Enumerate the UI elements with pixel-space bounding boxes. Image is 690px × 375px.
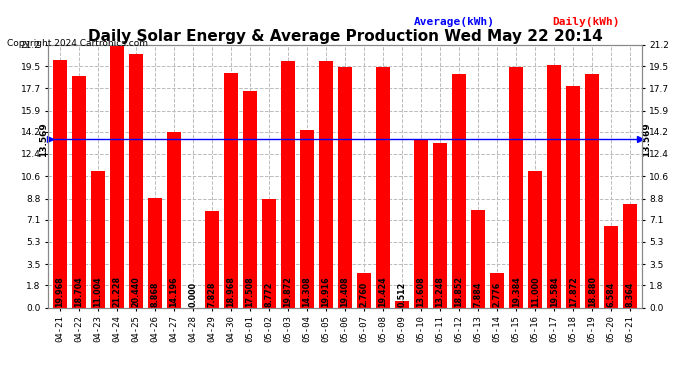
Bar: [528, 171, 542, 308]
Bar: [52, 60, 67, 308]
Text: 20.440: 20.440: [131, 276, 140, 307]
Bar: [128, 54, 143, 307]
Text: 8.772: 8.772: [264, 282, 273, 307]
Text: 7.828: 7.828: [208, 281, 217, 307]
Bar: [224, 73, 238, 308]
Text: 7.884: 7.884: [473, 282, 482, 307]
Bar: [357, 273, 371, 308]
Bar: [72, 76, 86, 307]
Text: 0.512: 0.512: [397, 282, 406, 307]
Bar: [509, 68, 523, 308]
Bar: [167, 132, 181, 308]
Text: 19.968: 19.968: [55, 276, 64, 307]
Text: 14.308: 14.308: [302, 276, 311, 307]
Bar: [319, 61, 333, 308]
Text: 14.196: 14.196: [169, 276, 178, 307]
Text: 17.872: 17.872: [569, 276, 578, 307]
Text: 17.508: 17.508: [246, 276, 255, 307]
Bar: [395, 301, 409, 307]
Bar: [243, 91, 257, 308]
Text: 0.000: 0.000: [188, 282, 197, 307]
Text: 6.584: 6.584: [607, 282, 615, 307]
Text: 21.228: 21.228: [112, 276, 121, 307]
Text: 11.000: 11.000: [531, 276, 540, 307]
Bar: [281, 62, 295, 308]
Text: 19.408: 19.408: [340, 276, 350, 307]
Text: Daily(kWh): Daily(kWh): [552, 17, 620, 27]
Bar: [623, 204, 638, 308]
Bar: [433, 144, 447, 308]
Bar: [148, 198, 162, 308]
Bar: [490, 273, 504, 308]
Bar: [205, 211, 219, 308]
Text: Average(kWh): Average(kWh): [414, 17, 495, 27]
Text: 19.424: 19.424: [379, 276, 388, 307]
Bar: [376, 67, 390, 308]
Text: 13.569: 13.569: [642, 122, 651, 157]
Bar: [90, 171, 105, 308]
Text: 2.776: 2.776: [493, 282, 502, 307]
Text: 2.760: 2.760: [359, 282, 368, 307]
Text: 13.569: 13.569: [39, 122, 48, 157]
Text: 13.608: 13.608: [417, 276, 426, 307]
Bar: [585, 74, 600, 308]
Bar: [110, 45, 124, 308]
Bar: [300, 130, 314, 308]
Bar: [604, 226, 618, 308]
Text: 8.868: 8.868: [150, 281, 159, 307]
Text: 18.852: 18.852: [455, 276, 464, 307]
Bar: [547, 65, 562, 308]
Bar: [262, 199, 276, 308]
Text: 8.364: 8.364: [626, 282, 635, 307]
Text: 19.916: 19.916: [322, 276, 331, 307]
Text: 13.248: 13.248: [435, 276, 444, 307]
Bar: [414, 139, 428, 308]
Bar: [471, 210, 485, 308]
Bar: [566, 86, 580, 308]
Title: Daily Solar Energy & Average Production Wed May 22 20:14: Daily Solar Energy & Average Production …: [88, 29, 602, 44]
Text: 19.384: 19.384: [512, 276, 521, 307]
Text: 18.968: 18.968: [226, 276, 235, 307]
Text: Copyright 2024 Cartronics.com: Copyright 2024 Cartronics.com: [7, 39, 148, 48]
Bar: [452, 74, 466, 307]
Text: 19.872: 19.872: [284, 276, 293, 307]
Bar: [338, 67, 352, 308]
Text: 18.704: 18.704: [75, 276, 83, 307]
Text: 11.004: 11.004: [93, 276, 102, 307]
Text: 18.880: 18.880: [588, 276, 597, 307]
Text: 19.584: 19.584: [550, 276, 559, 307]
